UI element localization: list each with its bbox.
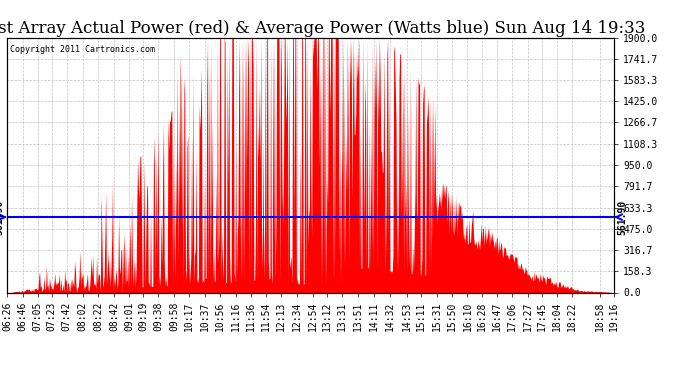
Title: East Array Actual Power (red) & Average Power (Watts blue) Sun Aug 14 19:33: East Array Actual Power (red) & Average … — [0, 20, 645, 38]
Text: Copyright 2011 Cartronics.com: Copyright 2011 Cartronics.com — [10, 45, 155, 54]
Text: 561.90: 561.90 — [617, 200, 627, 235]
Text: 561.90: 561.90 — [0, 200, 4, 235]
